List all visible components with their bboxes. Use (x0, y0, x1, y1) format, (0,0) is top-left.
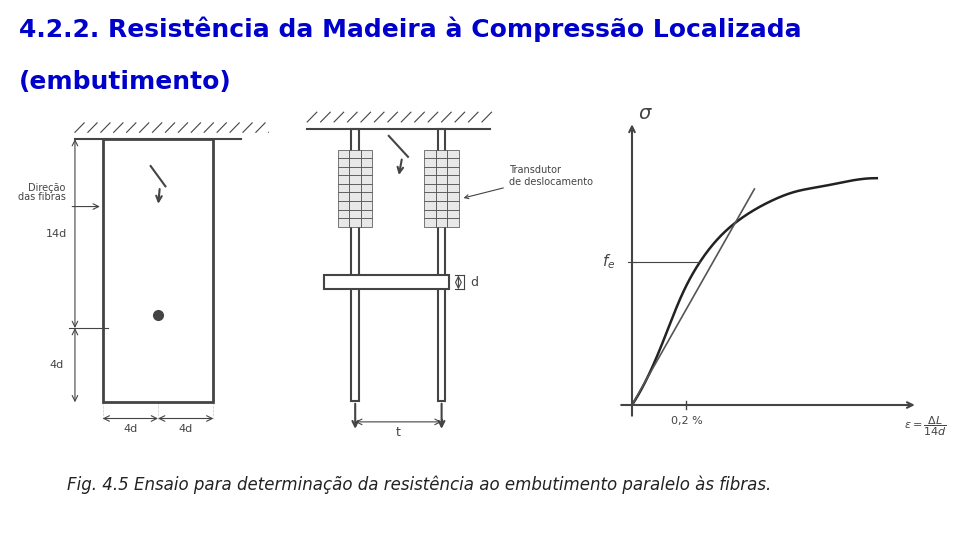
Bar (338, 218, 349, 227)
Bar (338, 201, 349, 210)
Bar (447, 176, 459, 184)
Bar (361, 150, 372, 158)
Text: 4d: 4d (49, 360, 63, 370)
Text: t: t (396, 426, 401, 439)
Bar (361, 218, 372, 227)
Text: $f_e$: $f_e$ (602, 253, 615, 271)
Bar (447, 158, 459, 167)
Text: 14d: 14d (46, 228, 67, 239)
Bar (351, 129, 359, 401)
Bar (436, 150, 447, 158)
Bar (338, 167, 349, 176)
Bar (447, 150, 459, 158)
Text: 0,2 %: 0,2 % (670, 416, 703, 426)
Text: Direção: Direção (29, 183, 65, 193)
Bar (447, 218, 459, 227)
Bar (103, 139, 213, 402)
Bar (349, 192, 361, 201)
Text: 4d: 4d (179, 424, 193, 434)
Bar (361, 210, 372, 218)
Bar (424, 201, 436, 210)
Bar (447, 167, 459, 176)
Bar (338, 150, 349, 158)
Text: (embutimento): (embutimento) (19, 70, 232, 94)
Text: d: d (470, 276, 478, 289)
Bar (424, 158, 436, 167)
Bar (436, 218, 447, 227)
Text: Fig. 4.5 Ensaio para determinação da resistência ao embutimento paralelo às fibr: Fig. 4.5 Ensaio para determinação da res… (67, 475, 772, 494)
Bar (436, 192, 447, 201)
Bar (424, 184, 436, 192)
Bar (424, 167, 436, 176)
Bar (424, 192, 436, 201)
Bar (424, 150, 436, 158)
Bar (349, 201, 361, 210)
Bar (361, 176, 372, 184)
Bar (361, 158, 372, 167)
Bar (447, 184, 459, 192)
Bar (447, 210, 459, 218)
Bar (436, 158, 447, 167)
Bar (447, 201, 459, 210)
Bar (436, 167, 447, 176)
Bar (338, 192, 349, 201)
Bar (438, 129, 445, 401)
Bar (338, 158, 349, 167)
Bar (349, 167, 361, 176)
Bar (361, 167, 372, 176)
Bar (338, 184, 349, 192)
Bar (361, 184, 372, 192)
Bar (349, 176, 361, 184)
Bar (436, 210, 447, 218)
Bar (324, 275, 449, 289)
Text: 4.2.2. Resistência da Madeira à Compressão Localizada: 4.2.2. Resistência da Madeira à Compress… (19, 16, 802, 42)
Bar (361, 201, 372, 210)
Bar (424, 218, 436, 227)
Bar (424, 210, 436, 218)
Bar (349, 158, 361, 167)
Bar (338, 176, 349, 184)
Text: Transdutor
de deslocamento: Transdutor de deslocamento (465, 165, 592, 199)
Bar (436, 176, 447, 184)
Bar (338, 210, 349, 218)
Bar (361, 192, 372, 201)
Bar (349, 210, 361, 218)
Bar (436, 201, 447, 210)
Text: das fibras: das fibras (18, 192, 65, 202)
Text: $\varepsilon = \dfrac{\Delta L}{14d}$: $\varepsilon = \dfrac{\Delta L}{14d}$ (904, 415, 948, 438)
Bar (349, 184, 361, 192)
Text: $\sigma$: $\sigma$ (638, 104, 653, 123)
Bar (349, 218, 361, 227)
Bar (436, 184, 447, 192)
Bar (447, 192, 459, 201)
Bar (349, 150, 361, 158)
Bar (424, 176, 436, 184)
Text: 4d: 4d (123, 424, 137, 434)
